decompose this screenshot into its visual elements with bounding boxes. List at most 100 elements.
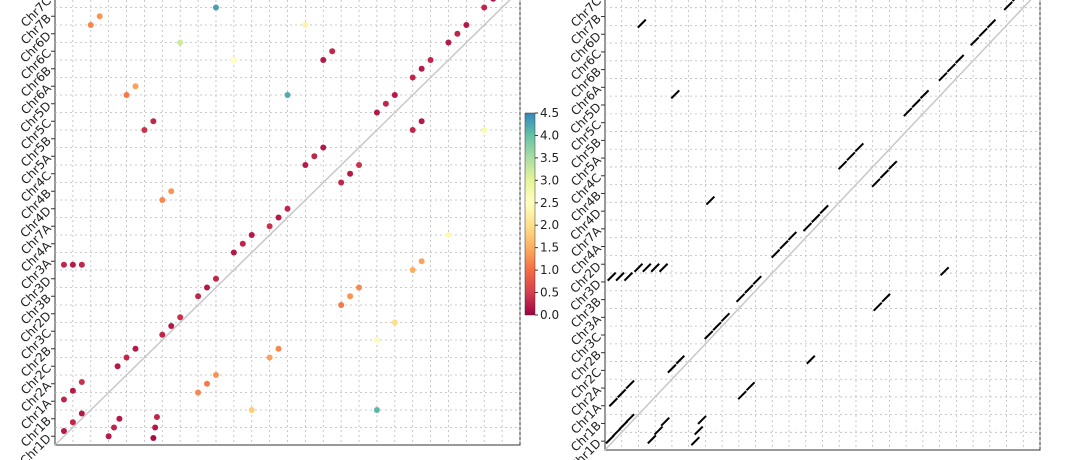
panel: Chr1DChr1BChr1AChr2AChr2CChr2BChr3CChr3A… — [567, 0, 1041, 460]
point — [658, 263, 669, 273]
point — [745, 381, 756, 392]
point — [356, 284, 363, 291]
point — [647, 434, 657, 445]
point — [463, 22, 470, 28]
point — [311, 153, 318, 160]
point — [770, 248, 781, 259]
point — [382, 100, 389, 107]
point — [871, 178, 881, 188]
diagonal — [54, 0, 511, 446]
point — [78, 410, 85, 417]
diagonal — [604, 0, 1032, 451]
point — [445, 39, 452, 46]
point — [888, 160, 898, 170]
point — [132, 83, 139, 90]
point — [938, 71, 948, 82]
point — [612, 427, 622, 438]
colorbar-tick-label: 0.5 — [540, 286, 559, 300]
point — [637, 18, 647, 29]
point — [168, 188, 175, 195]
point — [811, 213, 821, 223]
point — [978, 27, 988, 38]
point — [615, 271, 625, 282]
point — [60, 428, 67, 434]
point — [204, 380, 211, 387]
colorbar-tick-label: 3.5 — [540, 151, 559, 165]
point — [266, 354, 273, 361]
point — [347, 293, 354, 300]
point — [667, 363, 677, 374]
point — [625, 379, 635, 390]
colorbar-tick-label: 1.5 — [540, 241, 559, 255]
point — [152, 424, 159, 431]
point — [239, 240, 246, 247]
point — [114, 363, 121, 370]
point — [123, 354, 130, 361]
point — [623, 271, 634, 282]
point — [712, 321, 722, 331]
point — [69, 387, 76, 394]
point — [919, 89, 930, 100]
point — [373, 407, 380, 413]
point — [275, 345, 282, 352]
point — [78, 379, 85, 385]
point — [986, 18, 997, 29]
point — [275, 214, 282, 221]
point — [60, 396, 67, 403]
point — [373, 337, 380, 343]
point — [802, 222, 813, 232]
point — [744, 284, 754, 294]
point — [248, 232, 255, 238]
point — [60, 261, 67, 268]
point — [1003, 1, 1013, 11]
point — [177, 314, 184, 321]
point — [230, 57, 237, 63]
point — [970, 36, 980, 47]
point — [846, 151, 856, 162]
point — [653, 425, 664, 436]
point — [481, 4, 488, 11]
point — [690, 436, 701, 446]
point — [212, 372, 219, 378]
point — [87, 22, 94, 28]
colorbar-tick-label: 1.0 — [540, 263, 559, 277]
point — [159, 331, 166, 338]
point — [409, 74, 416, 81]
point — [338, 179, 345, 186]
point — [787, 231, 798, 241]
point — [69, 419, 76, 426]
point — [954, 54, 965, 64]
point — [903, 107, 913, 117]
point — [752, 275, 762, 285]
point — [302, 162, 309, 168]
point — [111, 424, 118, 431]
point — [391, 92, 398, 98]
point — [705, 195, 716, 206]
point — [150, 435, 157, 441]
point — [177, 39, 184, 46]
point — [320, 57, 327, 63]
point — [266, 223, 273, 230]
point — [391, 319, 398, 326]
point — [693, 425, 704, 436]
point — [427, 57, 434, 63]
point — [212, 4, 219, 11]
point — [153, 414, 160, 420]
point — [418, 258, 425, 265]
point — [806, 355, 816, 365]
point — [418, 65, 425, 72]
point — [606, 271, 617, 282]
point — [625, 413, 635, 423]
point — [670, 89, 680, 100]
point — [230, 249, 237, 256]
point — [347, 170, 354, 177]
colorbar-tick-label: 2.5 — [540, 196, 559, 210]
point — [302, 22, 309, 28]
point — [212, 275, 219, 282]
colorbar-tick-label: 0.0 — [540, 308, 559, 322]
point — [96, 13, 103, 20]
point — [911, 98, 921, 108]
point — [819, 204, 829, 215]
point — [409, 267, 416, 273]
